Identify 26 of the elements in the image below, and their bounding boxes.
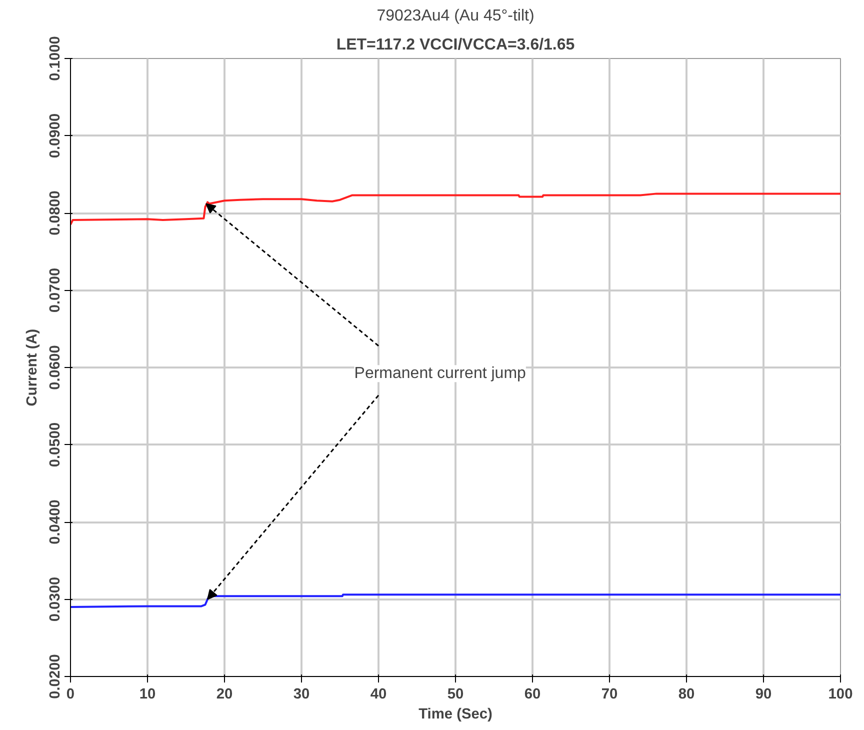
x-tick-label: 20 [216,686,233,702]
x-tick-label: 100 [828,686,853,702]
y-tick-label: 0.0200 [48,654,64,699]
y-tick-label: 0.0400 [48,500,64,544]
y-tick-label: 0.0700 [48,268,64,313]
y-tick-label: 0.0800 [48,190,64,236]
y-axis-title: Current (A) [24,328,40,406]
x-tick-label: 30 [293,686,310,702]
x-tick-label: 90 [755,686,772,702]
x-tick-label: 70 [601,686,618,702]
x-tick-label: 10 [139,686,156,702]
y-tick-label: 0.1000 [48,36,64,81]
x-tick-label: 0 [66,686,75,702]
line-series [70,192,840,226]
y-tick-label: 0.0900 [48,113,64,158]
y-tick-label: 0.0500 [48,422,64,468]
y-tick-label: 0.0300 [48,576,64,622]
x-tick-label: 60 [524,686,541,702]
chart-title: 79023Au4 (Au 45°-tilt) [376,8,534,24]
x-tick-label: 50 [447,686,464,702]
x-tick-label: 80 [678,686,695,702]
annotation: Permanent current jump [354,365,526,382]
x-axis-title: Time (Sec) [418,706,493,722]
chart-subtitle: LET=117.2 VCCI/VCCA=3.6/1.65 [336,36,575,54]
x-tick-label: 40 [370,686,387,702]
y-tick-label: 0.0600 [48,345,64,390]
